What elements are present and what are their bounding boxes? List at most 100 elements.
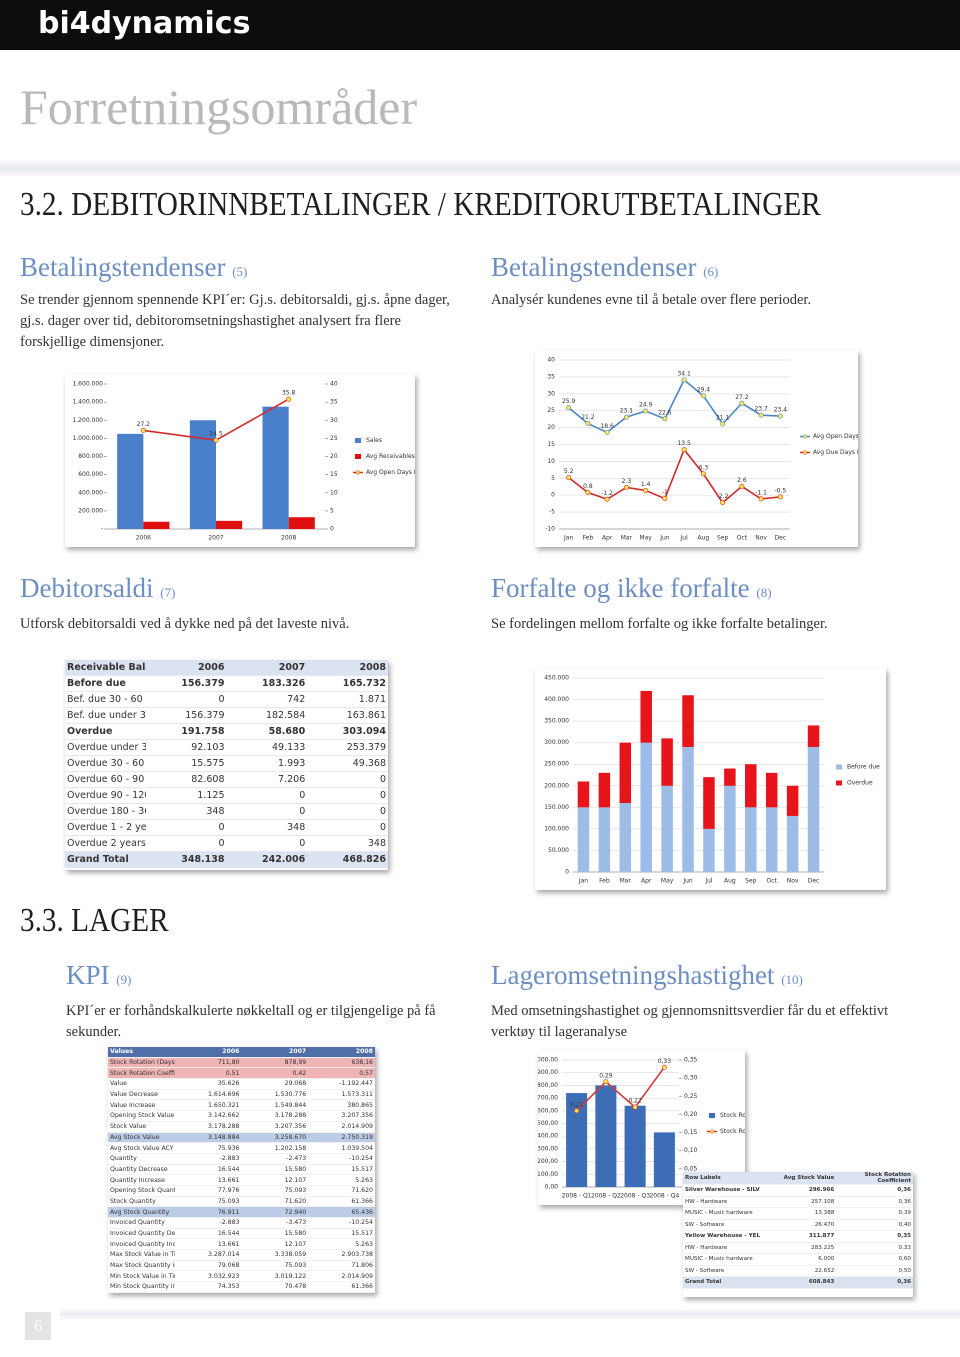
table-cell: Avg Stock Value <box>759 1172 837 1185</box>
y2-tick-label: 20 <box>330 453 338 460</box>
table-cell: SW - Software <box>683 1265 760 1277</box>
table-cell: -1.192.447 <box>308 1078 375 1090</box>
table-row: Overdue 180 - 365 days34800 <box>65 803 388 820</box>
block-title: Lageromsetningshastighet <box>491 960 775 990</box>
x-tick-label: Dec <box>808 878 820 885</box>
bar <box>143 521 170 529</box>
table-cell: 15.517 <box>308 1164 375 1176</box>
table-cell: 348 <box>307 835 388 852</box>
y-tick-label: 600,00 <box>538 1107 558 1114</box>
table-cell: 0 <box>226 787 308 804</box>
table-cell: -3.473 <box>241 1217 309 1229</box>
table-cell: 3.178.288 <box>174 1121 242 1133</box>
y-tick-label: 350.000 <box>544 718 569 725</box>
table-cell: Bef. due under 30 days <box>65 707 146 724</box>
table-cell: 35.626 <box>174 1078 242 1090</box>
table-row: Row Labels Avg Stock Value Stock Rotation … <box>683 1172 913 1185</box>
block-text: Analysér kundenes evne til å betale over… <box>491 292 812 308</box>
top-bar: bi4dynamics <box>0 0 960 50</box>
data-label: -1 <box>662 489 668 496</box>
x-tick-label: Jun <box>682 878 693 885</box>
point <box>758 496 764 502</box>
table-row: Quantity Decrease 16.544 15.580 15.517 <box>108 1164 375 1176</box>
x-tick-label: Jan <box>578 878 588 885</box>
table-row: Quantity -2.883 -2.473 -10.254 <box>108 1153 375 1165</box>
table-cell: 257.108 <box>759 1196 837 1208</box>
y2-tick-label: 0,15 <box>684 1129 698 1136</box>
table-cell: 0 <box>307 803 388 820</box>
table-cell: 3.148.884 <box>174 1132 242 1144</box>
point <box>604 496 610 502</box>
point <box>140 427 146 433</box>
bar <box>619 803 632 872</box>
table-row: Opening Stock Value 3.142.662 3.178.288 3.2… <box>108 1110 375 1122</box>
y-tick-label: 10 <box>547 458 555 465</box>
table-cell: -10.254 <box>308 1217 375 1229</box>
bar <box>624 1105 646 1187</box>
divider <box>0 158 960 178</box>
y-tick-label: 400.000 <box>544 696 569 703</box>
y-tick-label: -10 <box>545 526 555 533</box>
legend-label: Overdue <box>847 780 873 787</box>
pivot-table: Values 2006 2007 2008 Stock Rotation (Days) 7… <box>108 1047 375 1293</box>
data-label: 0,33 <box>658 1058 672 1065</box>
x-tick-label: Jan <box>563 535 573 542</box>
block-heading: KPI (9) <box>66 960 131 991</box>
table-cell: 348 <box>145 803 227 820</box>
bar <box>288 517 315 529</box>
table-row: Overdue 191.758 58.680 303.094 <box>65 723 388 740</box>
block-text: KPI´er er forhåndskalkulerte nøkkeltall … <box>66 1003 436 1040</box>
table-cell: 156.379 <box>145 675 227 692</box>
data-label: 21.2 <box>581 414 595 421</box>
data-label: 5.2 <box>564 468 574 475</box>
table-row: Value Increase 1.650.321 1.549.844 380.865 <box>108 1099 375 1112</box>
y-tick-label: -5 <box>549 509 555 516</box>
point <box>604 429 610 435</box>
data-label: -1.2 <box>601 490 613 497</box>
table-cell: 3.207.356 <box>241 1121 309 1133</box>
data-label: -2.2 <box>717 493 729 500</box>
table-cell: 468.826 <box>307 851 388 868</box>
y-tick-label: 300.000 <box>544 739 569 746</box>
table-cell: 2.014.909 <box>308 1270 375 1283</box>
x-tick-label: Nov <box>755 535 767 542</box>
y2-tick-label: 0,25 <box>684 1093 698 1100</box>
table-cell: Value <box>108 1078 175 1090</box>
block-text: Med omsetningshastighet og gjennomsnitts… <box>491 1003 889 1040</box>
footer-band <box>60 1308 960 1320</box>
y2-tick-label: 10 <box>330 489 338 496</box>
table-cell: 5.263 <box>308 1238 375 1251</box>
table-cell: 58.680 <box>226 723 308 740</box>
y2-tick-label: 15 <box>330 471 338 478</box>
table-cell: Values <box>108 1047 175 1058</box>
point <box>700 471 706 477</box>
bar <box>724 785 736 872</box>
point <box>681 447 687 453</box>
table-cell: Overdue 30 - 60 days <box>65 755 146 772</box>
x-tick-label: 2006 <box>136 535 151 542</box>
table-row: SW - Software 22.652 0,50 <box>683 1265 913 1277</box>
table-cell: 0,33 <box>836 1242 913 1254</box>
table-cell: -2.883 <box>174 1217 242 1229</box>
block-text: Utforsk debitorsaldi ved å dykke ned på … <box>20 616 350 632</box>
table-cell: 0,57 <box>308 1067 375 1080</box>
x-tick-label: Jul <box>680 535 689 542</box>
data-label: 23.1 <box>620 408 634 415</box>
block-text: Se trender gjennom spennende KPI´er: Gj.… <box>20 292 450 350</box>
table-row: Quantity Increase 13.661 12.107 5.263 <box>108 1174 375 1186</box>
table-cell: 0,40 <box>836 1219 913 1231</box>
x-tick-label: Nov <box>787 878 799 885</box>
table-cell: 3.178.288 <box>241 1110 309 1122</box>
y-tick-label: 25 <box>547 407 555 414</box>
table-cell: Grand Total <box>65 851 146 868</box>
legend-swatch <box>802 434 808 439</box>
table-cell: 1.530.776 <box>241 1089 309 1101</box>
chart: -10 -5 0 5 10 15 20 25 30 35 40 Jan Feb Apr Mar May Jun J… <box>545 357 896 542</box>
table-cell: 1.202.158 <box>241 1142 309 1154</box>
table-cell: -10.254 <box>308 1153 375 1165</box>
pivot-table-frame: Receivable Balance200620072008Before due… <box>65 660 388 870</box>
y-tick-label: 100,00 <box>538 1171 558 1178</box>
